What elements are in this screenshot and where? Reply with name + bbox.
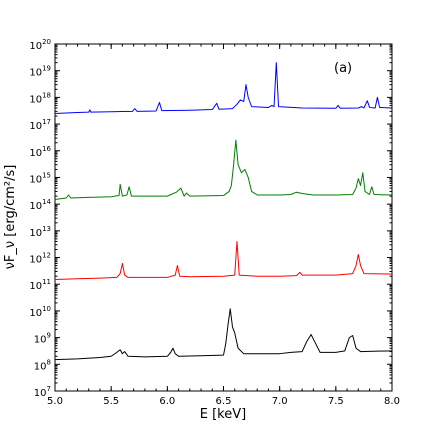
series-line-2 (54, 240, 393, 281)
x-tick-label-3: 6.5 (216, 396, 232, 407)
series-line-3 (54, 308, 393, 361)
y-tick-label-6: 1013 (29, 225, 51, 239)
y-tick-label-0: 107 (34, 385, 51, 399)
series-layer (54, 62, 393, 361)
y-tick-label-2: 109 (34, 332, 51, 346)
x-tick-label-1: 5.5 (103, 396, 119, 407)
y-axis-label: νF_ν [erg/cm²/s] (3, 165, 18, 270)
y-tick-label-10: 1017 (29, 118, 51, 132)
x-tick-label-2: 6.0 (159, 396, 175, 407)
ticks-layer: 5.0 5.5 6.0 6.5 7.0 7.5 8.0 107 108 109 1010 1011 10… (29, 38, 400, 407)
x-tick-label-0: 5.0 (47, 396, 63, 407)
y-tick-label-5: 1012 (29, 252, 51, 266)
x-tick-label-6: 8.0 (384, 396, 400, 407)
x-tick-label-4: 7.0 (272, 396, 288, 407)
x-tick-label-5: 7.5 (328, 396, 344, 407)
series-line-0 (54, 62, 393, 114)
y-tick-label-1: 108 (34, 358, 51, 372)
y-tick-label-4: 1011 (29, 278, 51, 292)
y-tick-label-11: 1018 (29, 91, 51, 105)
y-tick-label-12: 1019 (29, 65, 51, 79)
y-tick-label-9: 1016 (29, 145, 51, 159)
x-axis-label: E [keV] (200, 407, 246, 422)
y-tick-label-13: 1020 (29, 38, 51, 52)
y-tick-label-7: 1014 (29, 198, 51, 212)
series-line-1 (54, 139, 393, 200)
y-tick-label-3: 1010 (29, 305, 51, 319)
plot-frame (54, 43, 393, 392)
y-tick-label-8: 1015 (29, 171, 51, 185)
panel-label: (a) (334, 61, 352, 76)
